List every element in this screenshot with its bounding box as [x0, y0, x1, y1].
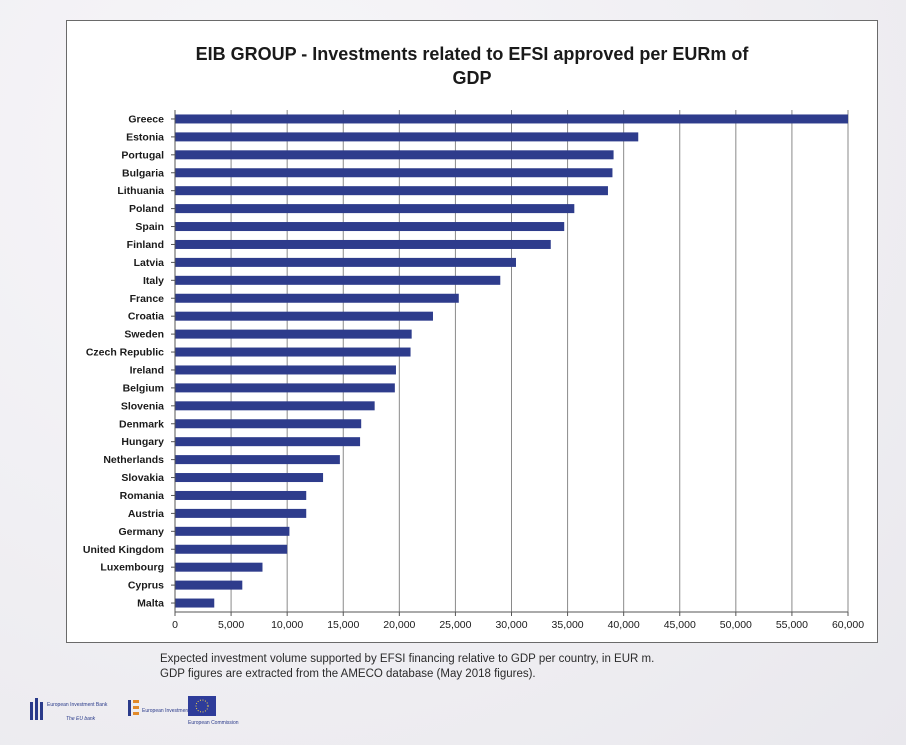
x-tick-label: 0 — [172, 619, 178, 631]
x-tick-label: 5,000 — [218, 619, 244, 631]
bar — [175, 204, 575, 214]
category-label: Austria — [128, 508, 164, 520]
bar — [175, 544, 288, 554]
bar — [175, 311, 433, 321]
category-label: Croatia — [128, 311, 164, 323]
gridlines — [230, 110, 849, 612]
category-label: Italy — [143, 275, 164, 287]
bar — [175, 150, 614, 160]
eib-name: European Investment Bank — [47, 702, 108, 708]
bar — [175, 473, 324, 483]
x-tick-label: 15,000 — [327, 619, 359, 631]
category-label: Lithuania — [117, 185, 164, 197]
eu-flag-logo: European Commission — [188, 696, 239, 726]
category-label: Germany — [118, 526, 164, 538]
x-tick-label: 25,000 — [439, 619, 471, 631]
x-tick-label: 10,000 — [271, 619, 303, 631]
category-label: Netherlands — [103, 454, 164, 466]
eib-tagline: The EU bank — [66, 716, 96, 722]
category-label: Bulgaria — [122, 167, 164, 179]
caption-line2: GDP figures are extracted from the AMECO… — [160, 668, 536, 680]
category-label: Belgium — [123, 382, 164, 394]
x-tick-label: 55,000 — [776, 619, 808, 631]
bar — [175, 132, 639, 142]
category-label: Czech Republic — [86, 347, 164, 359]
bar — [175, 347, 411, 357]
caption-line1: Expected investment volume supported by … — [160, 653, 655, 665]
x-tick-label: 20,000 — [383, 619, 415, 631]
category-label: United Kingdom — [83, 544, 164, 556]
eib-logo: European Investment Bank The EU bank — [30, 698, 108, 722]
chart-title-line1: EIB GROUP - Investments related to EFSI … — [195, 44, 749, 64]
x-tick-label: 40,000 — [608, 619, 640, 631]
category-label: Finland — [127, 239, 164, 251]
eif-name: European Investment Fund — [142, 708, 203, 714]
category-label: Denmark — [119, 418, 164, 430]
category-label: Sweden — [124, 329, 164, 341]
category-label: Latvia — [134, 257, 165, 269]
bar — [175, 275, 501, 285]
bar — [175, 329, 412, 339]
category-label: Slovakia — [121, 472, 164, 484]
bar — [175, 526, 290, 536]
bar — [175, 239, 551, 249]
category-label: Slovenia — [121, 400, 164, 412]
bar — [175, 383, 395, 393]
bar — [175, 490, 307, 500]
category-label: Romania — [120, 490, 165, 502]
category-label: Malta — [137, 598, 164, 610]
x-tick-label: 50,000 — [720, 619, 752, 631]
x-tick-labels: 0 5,000 10,000 15,000 20,000 25,000 30,000 35,0… — [172, 619, 864, 631]
eif-logo: European Investment Fund — [128, 700, 203, 716]
chart-title-line2: GDP — [452, 68, 492, 88]
category-label: Spain — [135, 221, 164, 233]
category-label: Poland — [129, 203, 164, 215]
bar — [175, 257, 516, 267]
bars — [175, 114, 848, 608]
logo-strip: European Investment Bank The EU bank Eur… — [30, 696, 239, 726]
category-label: Greece — [128, 113, 164, 125]
bar — [175, 419, 362, 429]
x-tick-label: 30,000 — [495, 619, 527, 631]
axes — [171, 110, 849, 616]
x-tick-label: 35,000 — [552, 619, 584, 631]
category-label: Cyprus — [128, 580, 164, 592]
category-label: Hungary — [121, 436, 164, 448]
category-label: Luxembourg — [100, 562, 164, 574]
bar — [175, 114, 848, 124]
bar — [175, 508, 307, 518]
x-tick-label: 60,000 — [832, 619, 864, 631]
category-labels: Greece Estonia Portugal Bulgaria Lithuania Po… — [83, 113, 164, 609]
bar — [175, 168, 613, 178]
bar — [175, 562, 263, 572]
bar — [175, 598, 215, 608]
category-label: France — [130, 293, 165, 305]
bar — [175, 437, 361, 447]
category-label: Portugal — [121, 149, 164, 161]
bar — [175, 293, 459, 303]
category-label: Ireland — [130, 364, 164, 376]
bar — [175, 580, 243, 590]
category-label: Estonia — [126, 131, 164, 143]
x-tick-label: 45,000 — [664, 619, 696, 631]
bar — [175, 365, 396, 375]
bar — [175, 401, 375, 411]
bar — [175, 455, 340, 465]
ec-name: European Commission — [188, 720, 239, 726]
bar — [175, 186, 608, 196]
bar — [175, 222, 565, 232]
